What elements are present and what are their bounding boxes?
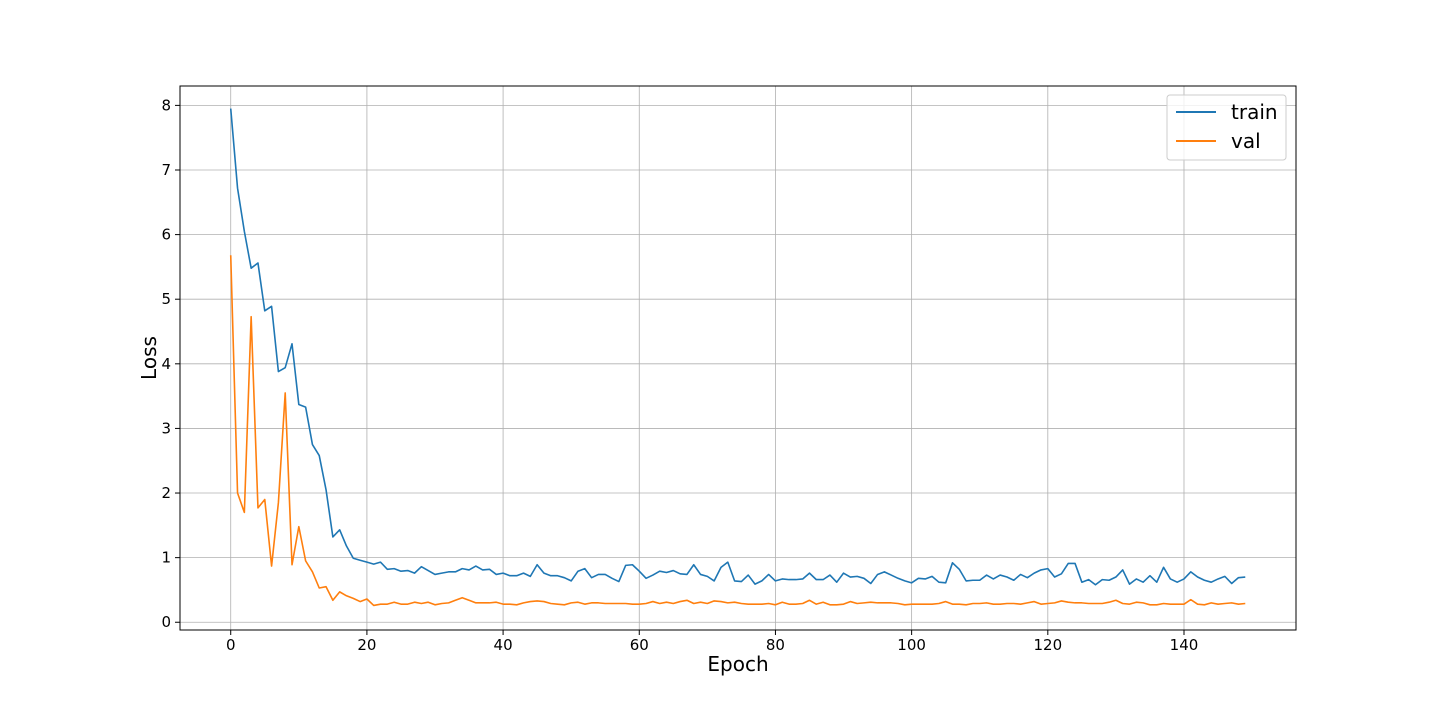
legend: train val bbox=[1166, 94, 1287, 161]
y-tick-label: 1 bbox=[161, 549, 171, 567]
x-tick-label: 120 bbox=[1033, 636, 1062, 654]
y-tick-label: 7 bbox=[161, 161, 171, 179]
y-tick-label: 6 bbox=[161, 226, 171, 244]
series-lines bbox=[229, 108, 1246, 607]
y-axis-ticks: 0 1 2 3 4 5 6 7 8 bbox=[161, 96, 180, 631]
x-tick-label: 0 bbox=[226, 636, 236, 654]
plot-frame bbox=[179, 85, 1297, 631]
y-tick-label: 5 bbox=[161, 290, 171, 308]
legend-label-train: train bbox=[1231, 100, 1278, 124]
y-tick-label: 8 bbox=[161, 96, 171, 114]
x-axis-ticks: 0 20 40 60 80 100 120 140 bbox=[226, 630, 1198, 654]
x-tick-label: 80 bbox=[766, 636, 785, 654]
y-tick-label: 0 bbox=[161, 613, 171, 631]
series-line-val bbox=[229, 255, 1246, 607]
x-tick-label: 140 bbox=[1170, 636, 1199, 654]
x-tick-label: 60 bbox=[630, 636, 649, 654]
y-tick-label: 2 bbox=[161, 484, 171, 502]
x-tick-label: 20 bbox=[357, 636, 376, 654]
y-axis-label: Loss bbox=[137, 336, 161, 380]
y-tick-label: 4 bbox=[161, 355, 171, 373]
y-tick-label: 3 bbox=[161, 419, 171, 437]
x-axis-label: Epoch bbox=[707, 652, 768, 676]
grid bbox=[180, 86, 1296, 630]
x-tick-label: 40 bbox=[494, 636, 513, 654]
x-tick-label: 100 bbox=[897, 636, 926, 654]
legend-label-val: val bbox=[1231, 129, 1261, 153]
series-line-train bbox=[229, 108, 1246, 586]
